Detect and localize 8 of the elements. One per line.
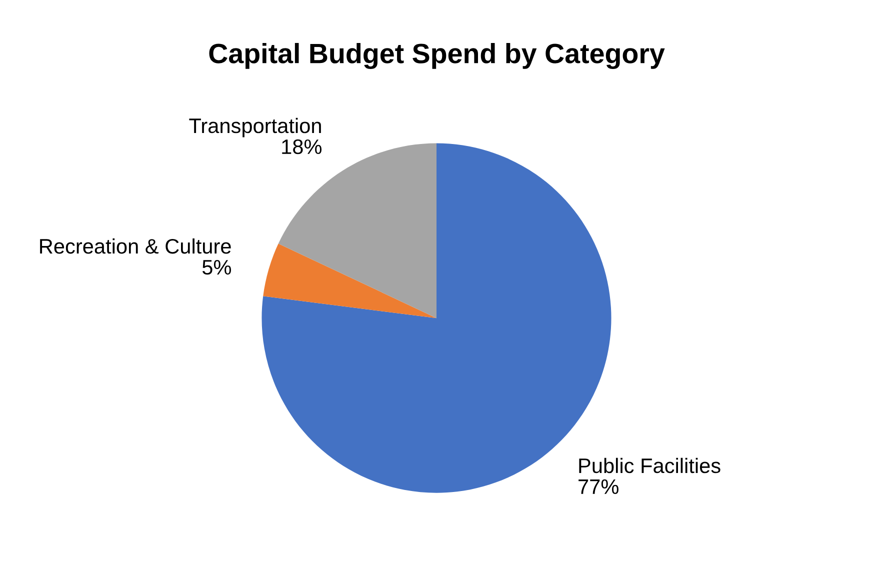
data-label: 18% <box>282 139 322 154</box>
pie-slice <box>263 244 436 318</box>
data-label: 77% <box>578 479 618 494</box>
data-label: 5% <box>202 260 232 275</box>
chart-title: Capital Budget Spend by Category <box>209 42 665 69</box>
slice-label: Public Facilities <box>579 458 720 474</box>
slice-label: Recreation & Culture <box>40 238 231 254</box>
slice-label: Transportation <box>189 118 321 138</box>
